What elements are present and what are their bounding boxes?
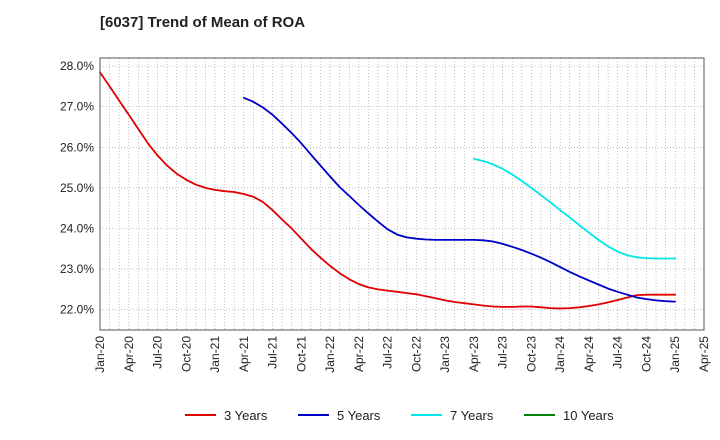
x-tick-label: Jan-25 xyxy=(668,336,682,373)
x-tick-label: Jul-22 xyxy=(381,336,395,369)
legend-label: 10 Years xyxy=(563,408,614,423)
y-axis-ticks: 22.0% 23.0% 24.0% 25.0% 26.0% 27.0% 28.0% xyxy=(60,59,94,317)
x-tick-label: Oct-20 xyxy=(179,336,193,372)
x-tick-label: Oct-24 xyxy=(639,336,653,372)
legend: 3 Years 5 Years 7 Years 10 Years xyxy=(185,408,614,423)
x-axis-ticks: Jan-20 Apr-20 Jul-20 Oct-20 Jan-21 Apr-21 Jul-… xyxy=(93,336,711,373)
legend-label: 5 Years xyxy=(337,408,381,423)
x-tick-label: Oct-23 xyxy=(524,336,538,372)
x-tick-label: Oct-21 xyxy=(294,336,308,372)
plot-frame xyxy=(99,57,705,331)
x-tick-label: Jan-24 xyxy=(553,336,567,373)
y-tick-label: 26.0% xyxy=(60,140,94,154)
x-tick-label: Apr-24 xyxy=(582,336,596,372)
y-tick-label: 25.0% xyxy=(60,181,94,195)
y-tick-label: 23.0% xyxy=(60,262,94,276)
x-tick-label: Jan-23 xyxy=(438,336,452,373)
legend-label: 7 Years xyxy=(450,408,494,423)
chart-title: [6037] Trend of Mean of ROA xyxy=(100,14,306,31)
series-line-3-years xyxy=(99,71,677,310)
x-tick-label: Apr-25 xyxy=(697,336,711,372)
x-tick-label: Jul-20 xyxy=(151,336,165,369)
series-layer xyxy=(99,71,677,310)
x-tick-label: Apr-20 xyxy=(122,336,136,372)
x-tick-label: Apr-23 xyxy=(467,336,481,372)
x-tick-label: Apr-22 xyxy=(352,336,366,372)
x-tick-label: Jul-24 xyxy=(611,336,625,369)
x-tick-label: Jan-21 xyxy=(208,336,222,373)
x-tick-label: Jan-20 xyxy=(93,336,107,373)
grid-layer xyxy=(99,58,705,330)
y-tick-label: 27.0% xyxy=(60,100,94,114)
y-tick-label: 22.0% xyxy=(60,303,94,317)
x-tick-label: Oct-22 xyxy=(409,336,423,372)
x-tick-label: Jul-23 xyxy=(496,336,510,369)
y-tick-label: 28.0% xyxy=(60,59,94,73)
x-tick-label: Apr-21 xyxy=(237,336,251,372)
y-tick-label: 24.0% xyxy=(60,222,94,236)
legend-label: 3 Years xyxy=(224,408,268,423)
x-tick-label: Jul-21 xyxy=(266,336,280,369)
x-tick-label: Jan-22 xyxy=(323,336,337,373)
series-line-7-years xyxy=(472,157,677,260)
series-line-5-years xyxy=(242,96,677,303)
